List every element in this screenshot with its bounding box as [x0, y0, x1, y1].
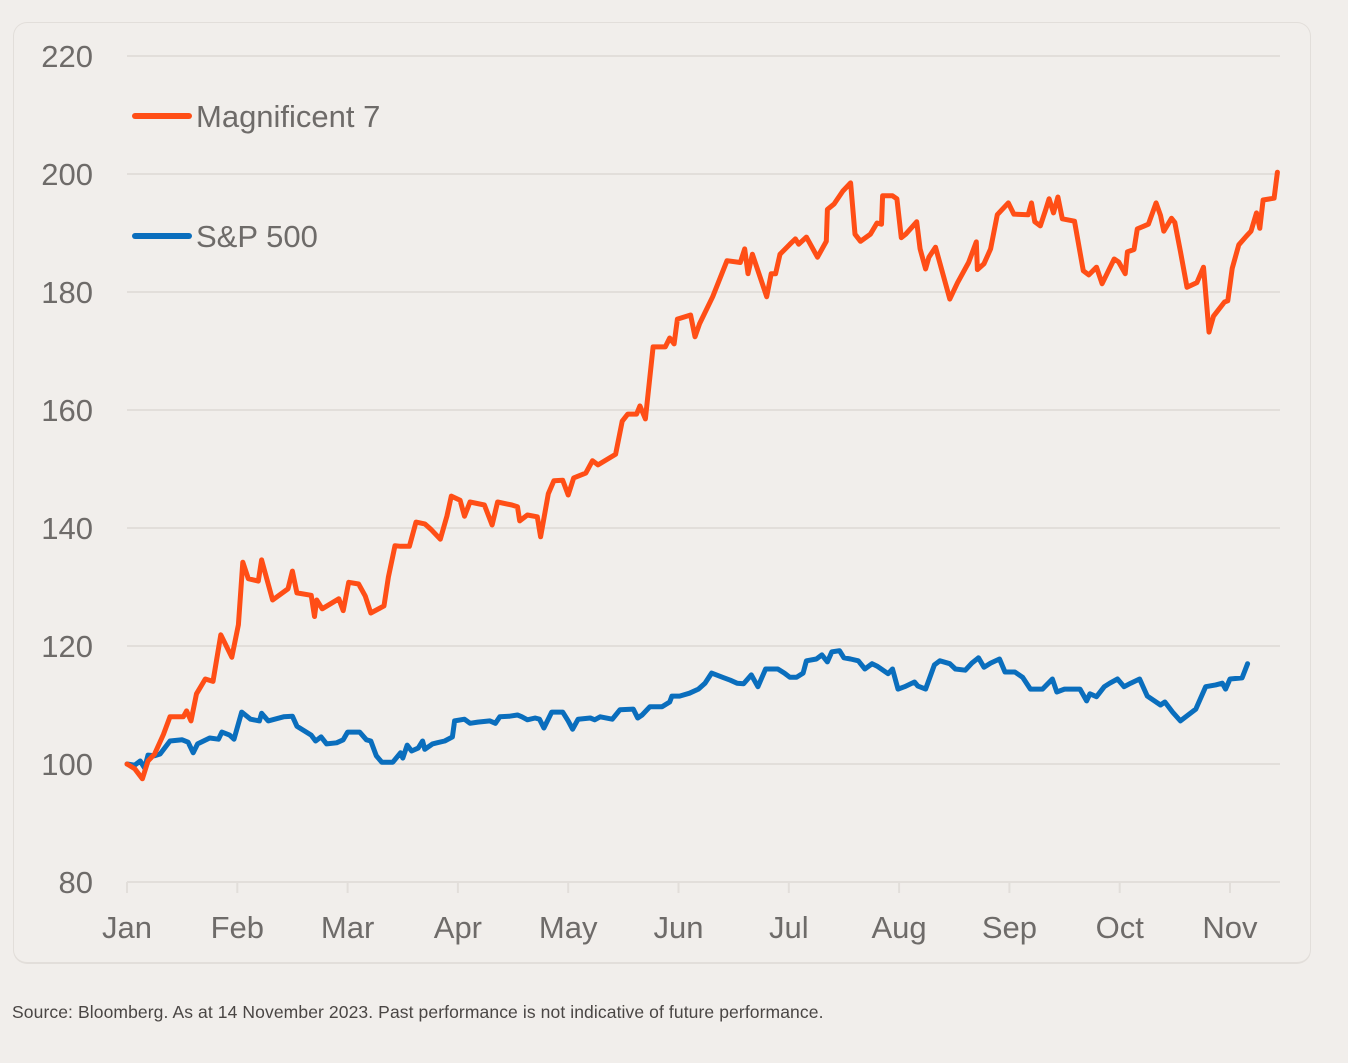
x-tick-label: Mar [321, 910, 374, 945]
chart-card [13, 22, 1311, 964]
x-tick-label: Oct [1096, 910, 1145, 945]
x-tick-label: Jun [654, 910, 704, 945]
x-tick-label: Sep [982, 910, 1037, 945]
y-tick-label: 220 [41, 39, 93, 74]
source-footnote: Source: Bloomberg. As at 14 November 202… [12, 1002, 824, 1022]
legend: Magnificent 7 S&P 500 [132, 99, 380, 254]
x-tick-label: Jul [769, 910, 809, 945]
y-tick-label: 140 [41, 511, 93, 546]
x-tick-label: Feb [211, 910, 264, 945]
x-tick-label: Nov [1202, 910, 1258, 945]
x-axis: Jan Feb Mar Apr May Jun Jul Aug Sep Oct Nov [102, 882, 1258, 945]
y-tick-label: 180 [41, 275, 93, 310]
legend-item-s-p-500: S&P 500 [132, 219, 318, 254]
y-axis-ticks: 80 100 120 140 160 180 200 220 [41, 39, 93, 900]
series-line-magnificent-7 [124, 169, 1280, 782]
legend-label: Magnificent 7 [196, 99, 380, 134]
gridlines [127, 55, 1280, 883]
y-tick-label: 160 [41, 393, 93, 428]
y-tick-label: 200 [41, 157, 93, 192]
x-tick-label: May [539, 910, 598, 945]
x-tick-label: Jan [102, 910, 152, 945]
x-tick-label: Aug [872, 910, 927, 945]
series-lines [124, 169, 1280, 782]
y-tick-label: 80 [59, 865, 93, 900]
y-tick-label: 120 [41, 629, 93, 664]
y-tick-label: 100 [41, 747, 93, 782]
x-tick-label: Apr [434, 910, 482, 945]
legend-label: S&P 500 [196, 219, 318, 254]
series-line-s-p-500 [124, 648, 1251, 771]
legend-item-magnificent-7: Magnificent 7 [132, 99, 380, 134]
